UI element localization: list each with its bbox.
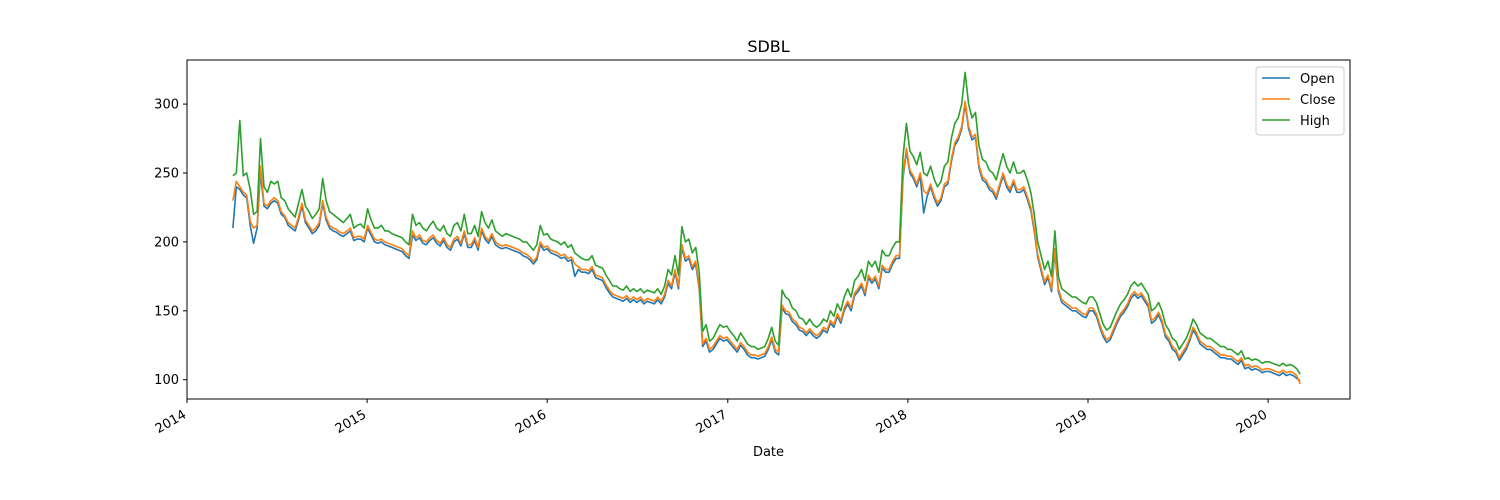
x-axis: 2014 2015 2016 2017 2018 2019 2020 bbox=[153, 399, 1270, 437]
y-tick-label: 150 bbox=[154, 304, 179, 319]
x-tick-label: 2015 bbox=[333, 407, 369, 437]
legend-label-open: Open bbox=[1300, 72, 1335, 87]
series-line-open bbox=[232, 103, 1301, 382]
series-layer bbox=[232, 71, 1301, 385]
x-tick-label: 2020 bbox=[1234, 407, 1270, 437]
plot-frame bbox=[186, 59, 1351, 400]
legend: Open Close High bbox=[1255, 66, 1345, 136]
legend-label-close: Close bbox=[1300, 93, 1335, 108]
y-tick-label: 100 bbox=[154, 373, 179, 388]
chart-title: SDBL bbox=[747, 37, 789, 56]
x-tick-label: 2014 bbox=[153, 407, 189, 437]
y-tick-label: 250 bbox=[154, 167, 179, 182]
y-axis: 100 150 200 250 300 bbox=[154, 98, 187, 388]
y-tick-label: 200 bbox=[154, 235, 179, 250]
x-tick-label: 2018 bbox=[874, 407, 910, 437]
series-line-close bbox=[232, 100, 1301, 385]
x-tick-label: 2019 bbox=[1054, 407, 1090, 437]
legend-box bbox=[1255, 66, 1345, 136]
x-tick-label: 2016 bbox=[513, 407, 549, 437]
x-tick-label: 2017 bbox=[694, 407, 730, 437]
x-axis-label: Date bbox=[753, 445, 784, 460]
series-line-high bbox=[232, 71, 1301, 375]
legend-label-high: High bbox=[1300, 114, 1330, 129]
y-tick-label: 300 bbox=[154, 98, 179, 113]
